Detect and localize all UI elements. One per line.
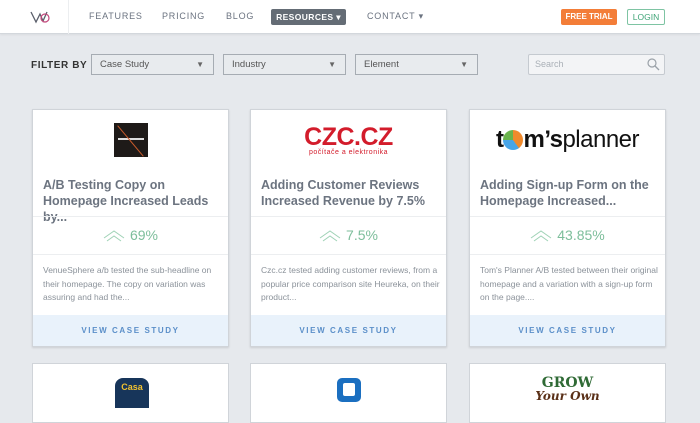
element-select[interactable]: Element ▼ bbox=[355, 54, 478, 75]
case-study-card bbox=[250, 363, 447, 423]
nav-contact[interactable]: CONTACT ▾ bbox=[367, 11, 424, 21]
nav-blog[interactable]: BLOG bbox=[226, 11, 255, 21]
top-nav: FEATURES PRICING BLOG RESOURCES ▾ CONTAC… bbox=[0, 0, 700, 34]
select-value: Element bbox=[364, 59, 399, 70]
divider bbox=[68, 0, 69, 34]
toms-planner-logo: t m’splanner bbox=[495, 126, 640, 153]
filter-label: FILTER BY bbox=[31, 60, 88, 71]
nav-pricing[interactable]: PRICING bbox=[162, 11, 206, 21]
select-value: Case Study bbox=[100, 59, 150, 70]
czc-logo-sub: počítače a elektronika bbox=[308, 148, 389, 156]
view-case-study-button[interactable]: VIEW CASE STUDY bbox=[33, 315, 228, 346]
case-study-card: GROW Your Own bbox=[469, 363, 666, 423]
vwo-logo[interactable] bbox=[30, 9, 50, 25]
card-title[interactable]: A/B Testing Copy on Homepage Increased L… bbox=[43, 178, 209, 224]
grow-your-own-logo: GROW Your Own bbox=[535, 375, 600, 403]
view-case-study-button[interactable]: VIEW CASE STUDY bbox=[251, 315, 446, 346]
casa-mineira-logo: Casa bbox=[115, 378, 149, 408]
venuesphere-logo bbox=[113, 123, 148, 157]
czc-logo: CZC.CZ bbox=[304, 122, 393, 151]
search-icon[interactable] bbox=[646, 57, 660, 71]
search-input[interactable]: Search bbox=[528, 54, 665, 75]
caret-down-icon: ▼ bbox=[460, 60, 468, 69]
nav-resources[interactable]: RESOURCES ▾ bbox=[271, 9, 346, 25]
free-trial-button[interactable]: FREE TRIAL bbox=[561, 9, 617, 25]
card-stat: 69% bbox=[33, 227, 228, 243]
shirt-logo bbox=[337, 378, 361, 402]
card-description: Czc.cz tested adding customer reviews, f… bbox=[261, 265, 440, 302]
card-stat: 43.85% bbox=[470, 227, 665, 243]
caret-down-icon: ▼ bbox=[328, 60, 336, 69]
card-description: Tom's Planner A/B tested between their o… bbox=[480, 265, 658, 302]
card-title[interactable]: Adding Customer Reviews Increased Revenu… bbox=[261, 178, 425, 208]
case-study-card: CZC.CZ počítače a elektronika Adding Cust… bbox=[250, 109, 447, 347]
chevrons-up-icon bbox=[319, 230, 341, 242]
industry-select[interactable]: Industry ▼ bbox=[223, 54, 346, 75]
case-study-card: Casa bbox=[32, 363, 229, 423]
card-description: VenueSphere a/b tested the sub-headline … bbox=[43, 265, 212, 302]
case-study-select[interactable]: Case Study ▼ bbox=[91, 54, 214, 75]
card-title[interactable]: Adding Sign-up Form on the Homepage Incr… bbox=[480, 178, 649, 208]
search-placeholder: Search bbox=[535, 59, 564, 69]
card-stat: 7.5% bbox=[251, 227, 446, 243]
chevrons-up-icon bbox=[103, 230, 125, 242]
caret-down-icon: ▼ bbox=[196, 60, 204, 69]
nav-features[interactable]: FEATURES bbox=[89, 11, 143, 21]
case-study-card: A/B Testing Copy on Homepage Increased L… bbox=[32, 109, 229, 347]
case-study-card: t m’splanner Adding Sign-up Form on the H… bbox=[469, 109, 666, 347]
select-value: Industry bbox=[232, 59, 266, 70]
chevrons-up-icon bbox=[530, 230, 552, 242]
login-button[interactable]: LOGIN bbox=[627, 9, 665, 25]
view-case-study-button[interactable]: VIEW CASE STUDY bbox=[470, 315, 665, 346]
